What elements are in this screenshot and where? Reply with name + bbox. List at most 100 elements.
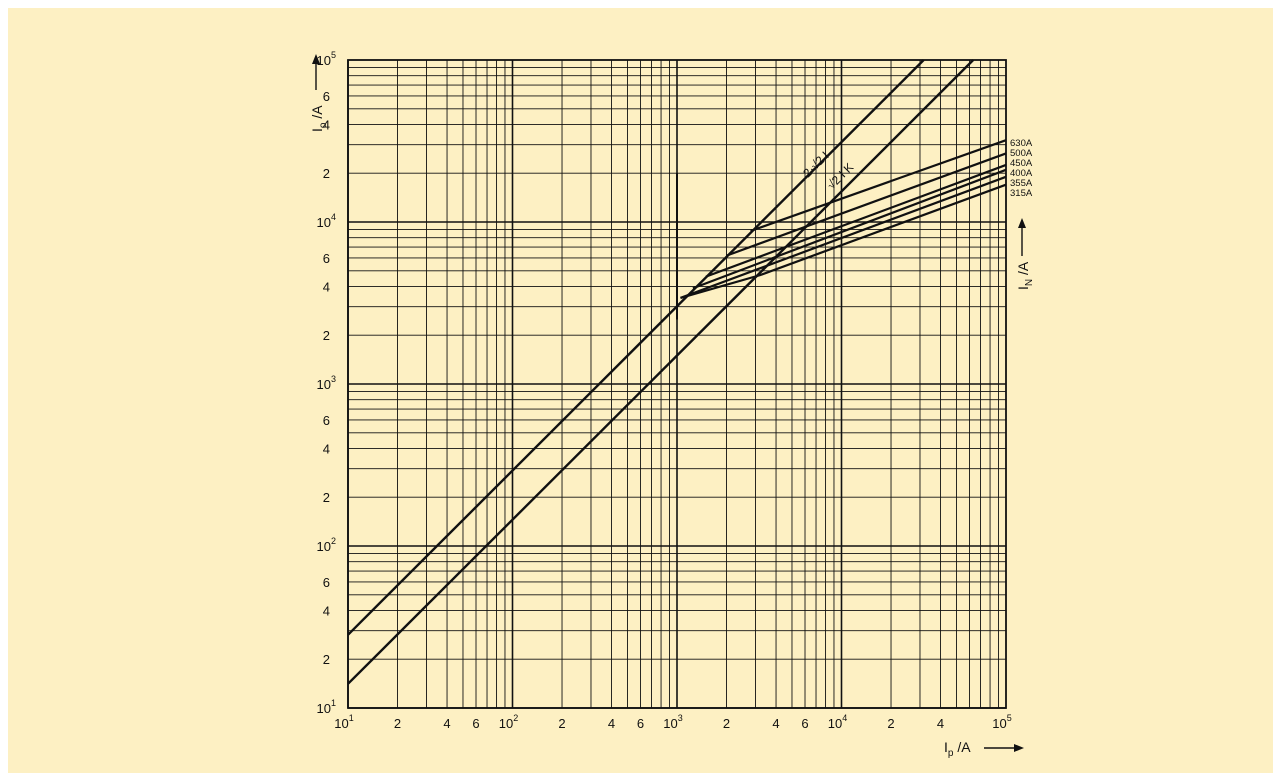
fuse-label-630A: 630A (1010, 138, 1033, 149)
x-tick-label-base: 10 (992, 716, 1006, 731)
y-tick-label-base: 2 (323, 166, 330, 181)
y-tick-label: 6 (323, 575, 330, 590)
x-tick-label: 102 (499, 713, 518, 731)
x-tick-label-exp: 4 (842, 713, 847, 723)
x-tick-label-base: 2 (723, 716, 730, 731)
y-tick-label-exp: 4 (331, 212, 336, 222)
fuse-label-355A: 355A (1010, 178, 1033, 189)
y-tick-label-base: 4 (323, 603, 330, 618)
x-tick-label-base: 4 (937, 716, 944, 731)
fuse-label-500A: 500A (1010, 148, 1033, 159)
y-tick-label: 105 (317, 50, 336, 68)
reference-line-2 (347, 59, 975, 685)
y-tick-label-base: 4 (323, 279, 330, 294)
x-tick-label-base: 6 (472, 716, 479, 731)
fuse-curve-355A (680, 175, 1007, 299)
x-tick-label: 4 (608, 716, 615, 731)
x-tick-label: 6 (637, 716, 644, 731)
y-tick-label: 6 (323, 251, 330, 266)
x-tick-label: 104 (828, 713, 847, 731)
x-tick-label: 2 (394, 716, 401, 731)
series-group (347, 59, 1007, 685)
y-tick-label: 104 (317, 212, 336, 230)
fuse-label-315A: 315A (1010, 188, 1033, 199)
fuse-label-400A: 400A (1010, 168, 1033, 179)
y-tick-label: 4 (323, 441, 330, 456)
y-axis-arrowhead (312, 54, 320, 64)
y-tick-label: 4 (323, 603, 330, 618)
fuse-curve-400A (692, 168, 1007, 290)
y-tick-label-exp: 5 (331, 50, 336, 60)
y-tick-label-base: 2 (323, 490, 330, 505)
y-tick-label-exp: 3 (331, 374, 336, 384)
x-tick-label-base: 2 (558, 716, 565, 731)
y-tick-label: 2 (323, 652, 330, 667)
plot-frame (347, 59, 1007, 709)
y-tick-label: 2 (323, 490, 330, 505)
x-tick-label: 2 (558, 716, 565, 731)
y-tick-label: 6 (323, 89, 330, 104)
x-tick-label-base: 10 (334, 716, 348, 731)
x-tick-label: 101 (334, 713, 353, 731)
x-tick-label-base: 4 (608, 716, 615, 731)
x-axis-arrowhead (1014, 744, 1024, 752)
y-tick-label-base: 6 (323, 413, 330, 428)
y-tick-label-exp: 2 (331, 536, 336, 546)
fuse-curve-500A (726, 152, 1007, 257)
y-tick-label-base: 4 (323, 117, 330, 132)
fuse-curve-450A (705, 163, 1007, 278)
y-tick-label-base: 4 (323, 441, 330, 456)
reference-line-label-2: √2 I K (824, 160, 856, 192)
y-tick-label: 102 (317, 536, 336, 554)
x-tick-label: 4 (937, 716, 944, 731)
reference-line-1 (347, 59, 925, 636)
y-tick-label-base: 10 (317, 539, 331, 554)
x-tick-label-exp: 5 (1007, 713, 1012, 723)
x-tick-label-base: 4 (772, 716, 779, 731)
y-tick-label: 4 (323, 117, 330, 132)
x-tick-label: 2 (887, 716, 894, 731)
x-tick-label-base: 10 (663, 716, 677, 731)
fuse-curve-630A (750, 139, 1007, 233)
x-tick-label-base: 4 (443, 716, 450, 731)
x-tick-label-base: 2 (394, 716, 401, 731)
y-tick-label-exp: 1 (331, 698, 336, 708)
y-tick-label-base: 2 (323, 652, 330, 667)
x-tick-label-base: 10 (499, 716, 513, 731)
y-tick-label-base: 10 (317, 701, 331, 716)
y-tick-label-base: 10 (317, 377, 331, 392)
x-tick-label: 4 (443, 716, 450, 731)
x-tick-label: 6 (472, 716, 479, 731)
y-tick-label-base: 10 (317, 215, 331, 230)
x-tick-label-base: 10 (828, 716, 842, 731)
y-tick-label: 101 (317, 698, 336, 716)
x-tick-label: 2 (723, 716, 730, 731)
y-tick-label-base: 6 (323, 251, 330, 266)
y-tick-label-base: 2 (323, 328, 330, 343)
x-tick-label-base: 2 (887, 716, 894, 731)
fuse-curve-315A (680, 183, 1007, 299)
right-axis-arrowhead (1018, 218, 1026, 228)
x-tick-label: 103 (663, 713, 682, 731)
y-tick-label: 103 (317, 374, 336, 392)
x-tick-label-base: 6 (637, 716, 644, 731)
y-tick-label: 2 (323, 166, 330, 181)
fuse-label-450A: 450A (1010, 158, 1033, 169)
y-tick-label: 2 (323, 328, 330, 343)
y-tick-label: 6 (323, 413, 330, 428)
x-tick-label-exp: 2 (513, 713, 518, 723)
y-tick-label: 4 (323, 279, 330, 294)
x-tick-label-exp: 1 (349, 713, 354, 723)
right-axis-title: IN /A (1015, 261, 1035, 290)
x-tick-label-base: 6 (801, 716, 808, 731)
y-axis-title: Io /A (309, 105, 329, 132)
y-tick-label-base: 6 (323, 575, 330, 590)
x-tick-label: 6 (801, 716, 808, 731)
x-axis-title: Ip /A (944, 739, 971, 759)
x-tick-label: 105 (992, 713, 1011, 731)
y-tick-label-base: 6 (323, 89, 330, 104)
x-tick-label: 4 (772, 716, 779, 731)
y-tick-label-base: 10 (317, 53, 331, 68)
